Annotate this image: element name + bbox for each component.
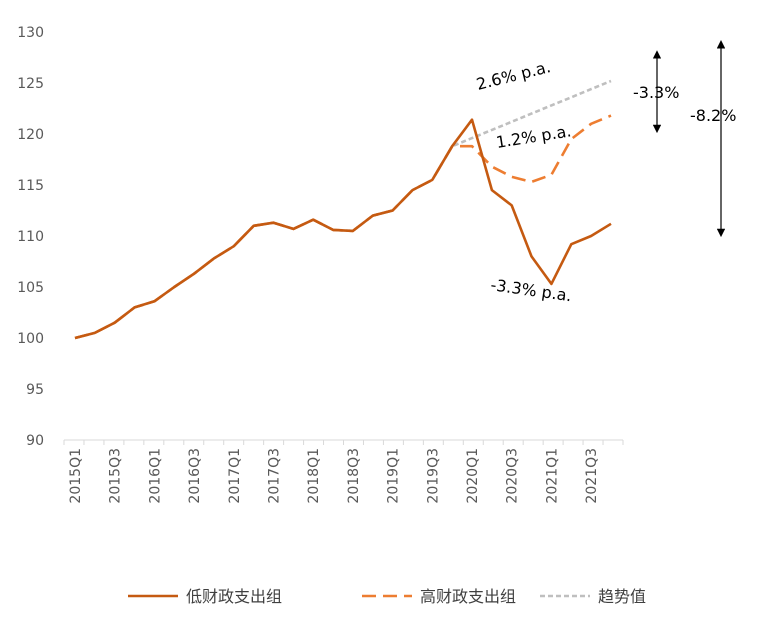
- x-tick-label: 2018Q1: [306, 448, 322, 504]
- x-tick-label: 2015Q1: [68, 448, 84, 504]
- y-axis: 90 95 100 105 110 115 120 125 130: [17, 25, 44, 449]
- annotation-label: -8.2%: [690, 106, 736, 125]
- annotation-label: -3.3%: [633, 83, 679, 102]
- x-tick-label: 2016Q3: [187, 448, 203, 504]
- legend-label: 趋势值: [598, 587, 646, 606]
- legend: 低财政支出组 高财政支出组 趋势值: [128, 587, 646, 606]
- y-tick-label: 105: [17, 280, 44, 296]
- x-tick-label: 2020Q1: [465, 448, 481, 504]
- series-layer: [74, 79, 612, 340]
- x-tick-label: 2021Q1: [544, 448, 560, 504]
- y-tick-label: 110: [17, 229, 44, 245]
- series-line-dashed: [74, 114, 612, 340]
- y-tick-label: 90: [26, 433, 44, 449]
- y-tick-label: 125: [17, 76, 44, 92]
- annotation-label: 2.6% p.a.: [474, 57, 552, 94]
- x-tick-label: 2019Q3: [425, 448, 441, 504]
- x-tick-label: 2017Q1: [227, 448, 243, 504]
- x-tick-label: 2016Q1: [147, 448, 163, 504]
- x-tick-label: 2018Q3: [346, 448, 362, 504]
- y-tick-label: 115: [17, 178, 44, 194]
- x-axis: 2015Q1 2015Q3 2016Q1 2016Q3 2017Q1 2017Q3 2018…: [63, 439, 624, 504]
- x-tick-label: 2019Q1: [386, 448, 402, 504]
- x-tick-label: 2015Q3: [108, 448, 124, 504]
- legend-label: 高财政支出组: [420, 587, 516, 606]
- legend-label: 低财政支出组: [186, 587, 282, 606]
- x-tick-label: 2020Q3: [505, 448, 521, 504]
- annotation-label: 1.2% p.a.: [495, 121, 573, 152]
- y-tick-label: 100: [17, 331, 44, 347]
- y-tick-label: 130: [17, 25, 44, 41]
- y-tick-label: 95: [26, 382, 44, 398]
- y-tick-label: 120: [17, 127, 44, 143]
- x-tick-label: 2021Q3: [584, 448, 600, 504]
- annotation-label: -3.3% p.a.: [489, 275, 572, 305]
- series-line-solid: [74, 118, 612, 340]
- x-tick-label: 2017Q3: [267, 448, 283, 504]
